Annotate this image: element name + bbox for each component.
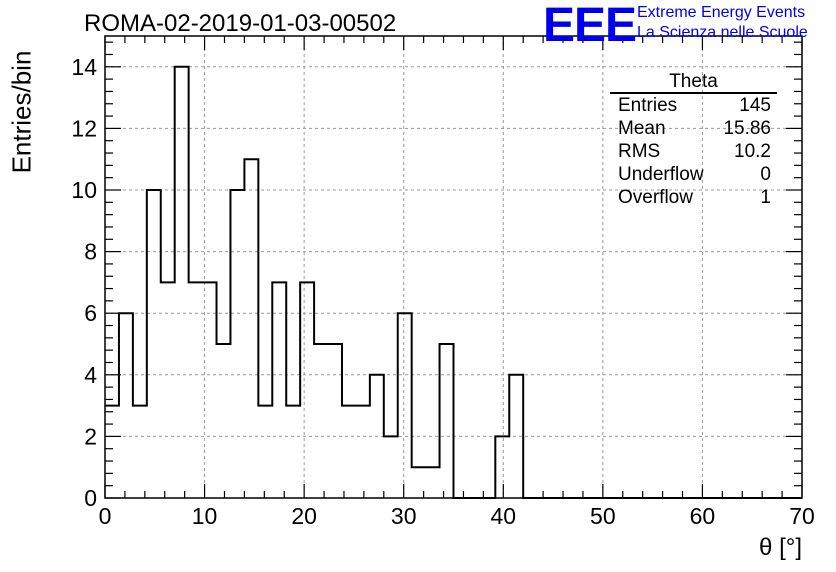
stats-row-overflow: Overflow 1 [610,186,777,209]
histogram-bin [105,406,119,498]
x-tick-label: 20 [291,503,317,529]
stats-rows: Entries 145 Mean 15.86 RMS 10.2 Underflow 0 Over… [610,94,777,209]
stats-row-entries: Entries 145 [610,94,777,117]
y-tick-label: 12 [71,115,97,141]
histogram-bin [161,282,175,498]
histogram-bin [398,313,412,498]
x-tick-label: 50 [590,503,616,529]
histogram-bin [175,67,189,498]
x-tick-label: 70 [789,503,815,529]
stats-row-rms: RMS 10.2 [610,140,777,163]
logo-line-2: La Scienza nelle Scuole [637,24,808,41]
histogram-bin [119,313,133,498]
stats-value: 10.2 [734,141,771,162]
histogram-bin [147,190,161,498]
y-tick-label: 10 [71,177,97,203]
histogram-bin [426,467,440,498]
histogram-bin [230,190,244,498]
x-tick-label: 40 [490,503,516,529]
x-tick-label: 0 [99,503,112,529]
histogram-bin [495,436,509,498]
histogram-bin [342,406,356,498]
x-tick-label: 10 [192,503,218,529]
logo-line-1: Extreme Energy Events [637,4,806,21]
y-tick-label: 2 [84,423,97,449]
histogram-bin [356,406,370,498]
histogram-bin [440,344,454,498]
y-axis-label: Entries/bin [6,50,37,174]
chart-title: ROMA-02-2019-01-03-00502 [84,10,397,37]
histogram-bin [314,344,328,498]
stats-label: Mean [618,118,666,139]
y-tick-label: 14 [71,54,97,80]
stats-row-mean: Mean 15.86 [610,117,777,140]
y-tick-label: 8 [84,239,97,265]
histogram-bin [328,344,342,498]
histogram-bin [384,436,398,498]
eee-logo: EEE [543,0,637,52]
stats-label: Underflow [618,164,704,185]
stats-value: 1 [760,187,771,208]
x-tick-label: 60 [690,503,716,529]
histogram-bin [300,282,314,498]
y-tick-label: 4 [84,362,97,388]
stats-row-underflow: Underflow 0 [610,163,777,186]
histogram-bin [509,375,523,498]
plot-frame [104,35,803,499]
histogram-bin [217,344,231,498]
stats-label: RMS [618,141,661,162]
histogram-bin [133,406,147,498]
y-tick-label: 6 [84,300,97,326]
histogram-bin [203,282,217,498]
stats-value: 145 [739,95,771,116]
histogram-bin [258,406,272,498]
stats-title: Theta [610,72,777,94]
stats-value: 15.86 [723,118,771,139]
histogram-bin [370,375,384,498]
histogram-bin [286,406,300,498]
stats-box: Theta Entries 145 Mean 15.86 RMS 10.2 Underflo… [610,72,777,209]
x-tick-label: 30 [391,503,417,529]
y-tick-label: 0 [84,485,97,511]
axes [104,35,803,499]
stats-label: Entries [618,95,678,116]
x-axis-label: θ [°] [759,534,802,561]
histogram-bin [272,282,286,498]
histogram-bin [244,159,258,498]
histogram-bin [189,282,203,498]
stats-label: Overflow [618,187,693,208]
stats-value: 0 [760,164,771,185]
